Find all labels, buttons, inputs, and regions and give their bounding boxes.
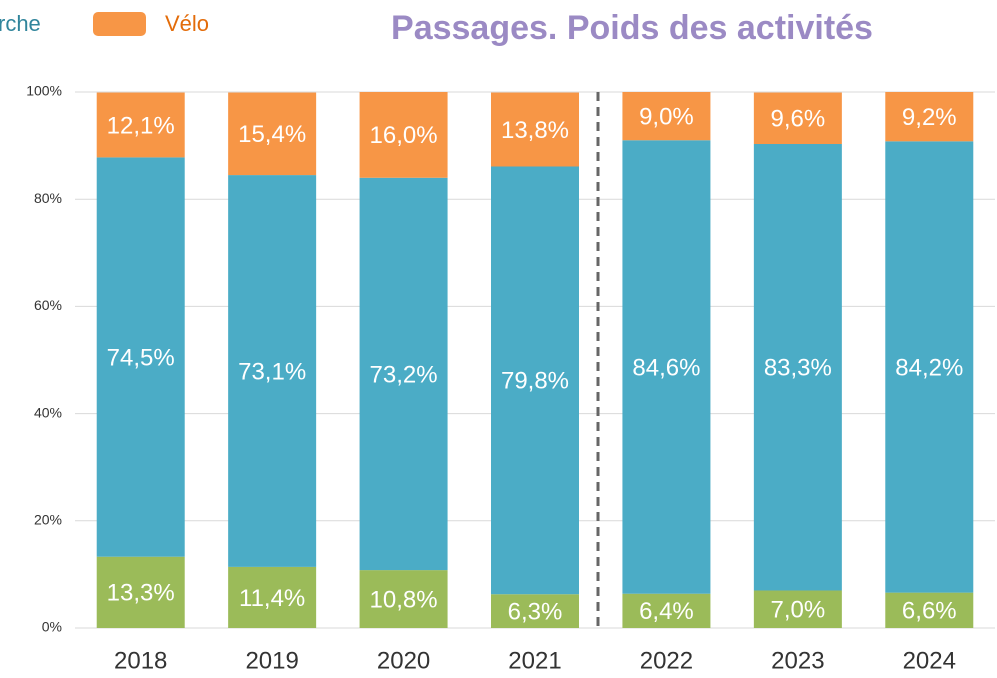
y-tick-label: 40% [34, 404, 62, 420]
value-label: 13,8% [501, 117, 569, 144]
value-label: 84,6% [632, 354, 700, 381]
x-tick-label: 2019 [245, 647, 298, 674]
bar-segment [359, 570, 448, 628]
value-label: 7,0% [771, 597, 826, 624]
value-label: 9,0% [639, 103, 694, 130]
bar-segment [228, 566, 317, 628]
bar-segment [885, 592, 974, 628]
x-tick-label: 2018 [114, 647, 167, 674]
y-tick-label: 80% [34, 190, 62, 206]
value-label: 73,2% [370, 361, 438, 388]
bar-segment [491, 92, 579, 167]
value-label: 6,4% [639, 598, 694, 625]
bar-segment [491, 594, 579, 628]
bar-segment [753, 590, 842, 628]
y-tick-label: 60% [34, 297, 62, 313]
bar-segment [885, 92, 974, 142]
bar-segment [96, 92, 185, 158]
value-label: 73,1% [238, 358, 306, 385]
bar-segment [359, 177, 448, 571]
y-tick-label: 0% [42, 619, 62, 635]
value-label: 16,0% [370, 122, 438, 149]
x-tick-label: 2020 [377, 647, 430, 674]
bar-segment [753, 92, 842, 144]
x-tick-label: 2024 [903, 647, 956, 674]
bar-segment [96, 157, 185, 557]
bar-segment [491, 166, 579, 595]
value-label: 15,4% [238, 121, 306, 148]
value-label: 10,8% [370, 586, 438, 613]
value-label: 83,3% [764, 355, 832, 382]
chart-title: Passages. Poids des activités [391, 9, 873, 47]
bar-segment [885, 141, 974, 593]
bar-segment [96, 556, 185, 628]
value-label: 84,2% [895, 354, 963, 381]
value-label: 11,4% [239, 585, 305, 612]
bar-segment [753, 143, 842, 591]
y-tick-label: 20% [34, 512, 62, 528]
x-tick-label: 2022 [640, 647, 693, 674]
value-label: 13,3% [107, 580, 175, 607]
legend-swatch [93, 12, 146, 36]
value-label: 9,6% [771, 106, 826, 133]
value-label: 6,3% [508, 598, 563, 625]
value-label: 12,1% [107, 112, 175, 139]
bar-segment [228, 92, 317, 176]
bar-segment [359, 92, 448, 178]
x-tick-label: 2021 [508, 647, 561, 674]
x-tick-label: 2023 [771, 647, 824, 674]
bar-segment [622, 593, 711, 628]
legend-label: Vélo [165, 11, 209, 36]
bar-segment [622, 140, 711, 594]
legend-label: rche [0, 11, 41, 36]
bar-segment [228, 175, 317, 567]
bar-segment [622, 92, 711, 141]
y-tick-label: 100% [26, 83, 62, 99]
value-label: 9,2% [902, 104, 957, 131]
value-label: 74,5% [107, 344, 175, 371]
value-label: 6,6% [902, 598, 957, 625]
value-label: 79,8% [501, 368, 569, 395]
